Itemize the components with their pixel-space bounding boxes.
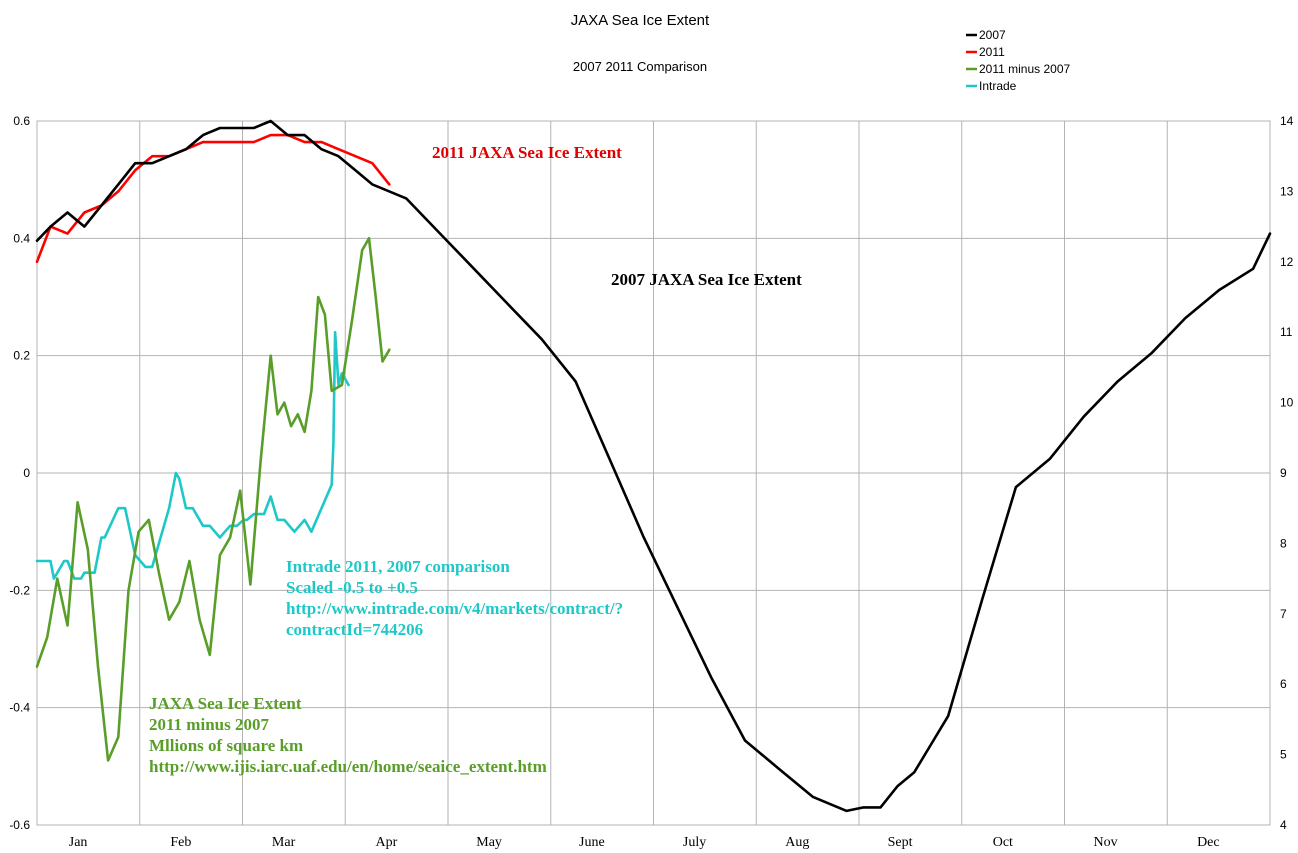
chart-subtitle: 2007 2011 Comparison: [573, 59, 707, 74]
right-tick-label: 6: [1280, 677, 1287, 691]
right-tick-label: 12: [1280, 255, 1294, 269]
left-tick-label: -0.6: [9, 818, 30, 832]
x-tick-label: Nov: [1094, 835, 1118, 850]
annotation-text: contractId=744206: [286, 620, 423, 639]
x-axis: Jan Feb Mar Apr May June July Aug Sept Oct Nov Dec: [69, 835, 1220, 850]
left-tick-label: 0: [23, 466, 30, 480]
right-tick-label: 8: [1280, 536, 1287, 550]
series-line-2011: [35, 133, 391, 264]
annotation-text: JAXA Sea Ice Extent: [149, 694, 302, 713]
x-tick-label: Sept: [888, 835, 913, 850]
legend-label: 2007: [979, 28, 1006, 42]
right-tick-label: 11: [1280, 325, 1293, 339]
annotation-text: http://www.intrade.com/v4/markets/contra…: [286, 599, 623, 618]
right-tick-label: 4: [1280, 818, 1287, 832]
annotation-text: 2007 JAXA Sea Ice Extent: [611, 270, 802, 289]
annotation-text: http://www.ijis.iarc.uaf.edu/en/home/sea…: [149, 757, 547, 776]
right-tick-label: 13: [1280, 184, 1294, 198]
right-tick-label: 5: [1280, 748, 1287, 762]
annotation-text: Mllions of square km: [149, 736, 303, 755]
chart-title: JAXA Sea Ice Extent: [571, 12, 710, 29]
plot-area-border: [36, 120, 1271, 826]
right-tick-label: 7: [1280, 607, 1287, 621]
right-axis: 14 13 12 11 10 9 8 7 6 5 4: [1280, 114, 1294, 832]
left-tick-label: 0.6: [13, 114, 30, 128]
grid: [37, 120, 1270, 826]
right-tick-label: 14: [1280, 114, 1294, 128]
left-tick-label: 0.4: [13, 231, 30, 245]
legend-label: Intrade: [979, 79, 1017, 93]
x-tick-label: July: [683, 835, 706, 850]
x-tick-label: Oct: [993, 835, 1013, 850]
annotations: 2011 JAXA Sea Ice Extent 2007 JAXA Sea Ic…: [149, 143, 802, 776]
annotation-text: 2011 JAXA Sea Ice Extent: [432, 143, 622, 162]
series-line-intrade: [35, 330, 350, 580]
legend: 2007 2011 2011 minus 2007 Intrade: [966, 28, 1071, 93]
x-tick-label: Jan: [69, 835, 88, 850]
x-tick-label: June: [579, 835, 605, 850]
series-lines: [35, 119, 1272, 813]
series-line-2011-minus-2007: [35, 237, 391, 762]
right-tick-label: 9: [1280, 466, 1287, 480]
annotation-text: 2011 minus 2007: [149, 715, 269, 734]
right-tick-label: 10: [1280, 396, 1294, 410]
annotation-text: Scaled -0.5 to +0.5: [286, 578, 418, 597]
left-axis: 0.6 0.4 0.2 0 -0.2 -0.4 -0.6: [9, 114, 30, 832]
legend-label: 2011: [979, 45, 1005, 59]
x-tick-label: Apr: [375, 835, 397, 850]
x-tick-label: Dec: [1197, 835, 1220, 850]
series-line-2007: [35, 119, 1272, 813]
left-tick-label: 0.2: [13, 349, 30, 363]
x-tick-label: Mar: [272, 835, 296, 850]
x-tick-label: Feb: [170, 835, 191, 850]
legend-label: 2011 minus 2007: [979, 62, 1071, 76]
x-tick-label: May: [476, 835, 502, 850]
annotation-text: Intrade 2011, 2007 comparison: [286, 557, 510, 576]
left-tick-label: -0.4: [9, 701, 30, 715]
left-tick-label: -0.2: [9, 583, 30, 597]
x-tick-label: Aug: [785, 835, 809, 850]
